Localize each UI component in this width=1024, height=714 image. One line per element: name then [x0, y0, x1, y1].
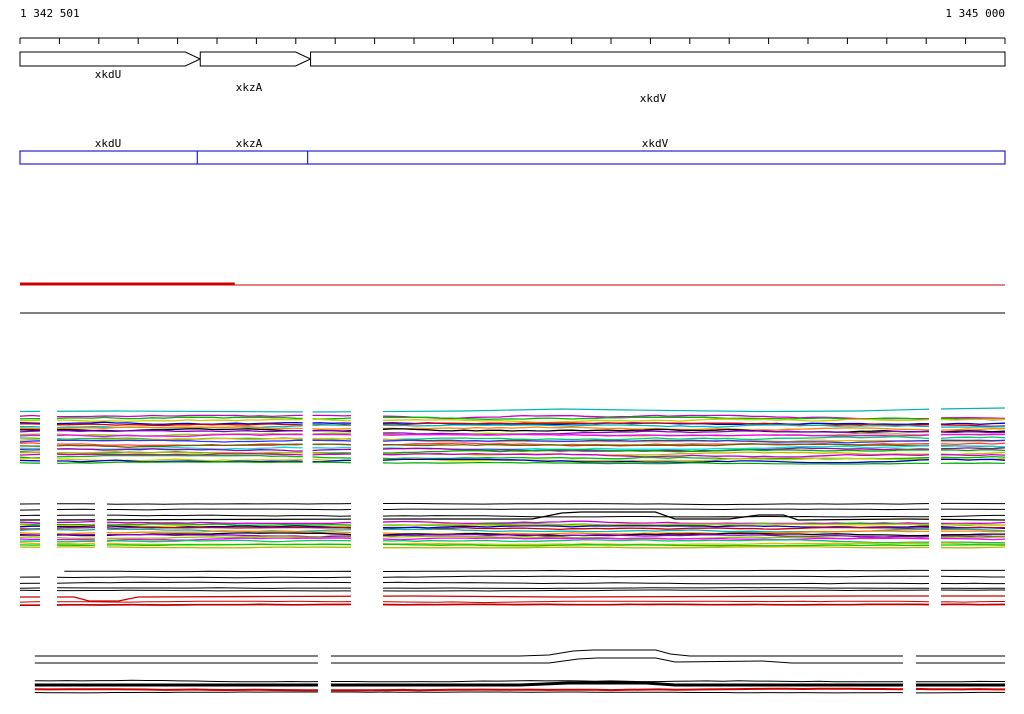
- alignment-block-1: [19, 405, 1006, 466]
- gene-arrow-track: [19, 51, 1006, 67]
- alignment-gap: [39, 566, 57, 612]
- region-bar: [19, 150, 1006, 165]
- coordinate-end-label: 1 345 000: [945, 7, 1005, 20]
- alignment-block-4: [34, 649, 1005, 699]
- gene-label-xkdU: xkdU: [94, 68, 122, 81]
- alignment-gap: [302, 405, 313, 466]
- alignment-block-3: [19, 566, 1005, 612]
- alignment-gap: [928, 500, 941, 549]
- alignment-gap: [39, 405, 57, 466]
- alignment-gap: [317, 649, 331, 699]
- region-segment-label-xkzA: xkzA: [235, 137, 263, 150]
- gene-arrow-xkdU: [19, 51, 202, 67]
- alignment-gap: [902, 649, 916, 699]
- alignment-gap: [39, 500, 57, 549]
- ruler: [19, 37, 1006, 44]
- alignment-gap: [928, 405, 941, 466]
- gene-arrow-xkzA: [199, 51, 312, 67]
- alignment-gap: [94, 500, 107, 549]
- coordinate-start-label: 1 342 501: [20, 7, 80, 20]
- alignment-block-2: [19, 500, 1006, 549]
- alignment-gap: [350, 405, 383, 466]
- gene-label-xkzA: xkzA: [235, 81, 263, 94]
- region-segment-label-xkdV: xkdV: [641, 137, 669, 150]
- alignment-gap: [928, 566, 941, 612]
- alignment-gap: [350, 500, 383, 549]
- gene-arrow-xkdV: [310, 51, 1006, 67]
- region-segment-label-xkdU: xkdU: [94, 137, 122, 150]
- gene-label-xkdV: xkdV: [639, 92, 667, 105]
- separator-lines: [20, 282, 1005, 314]
- alignment-gap: [350, 566, 383, 612]
